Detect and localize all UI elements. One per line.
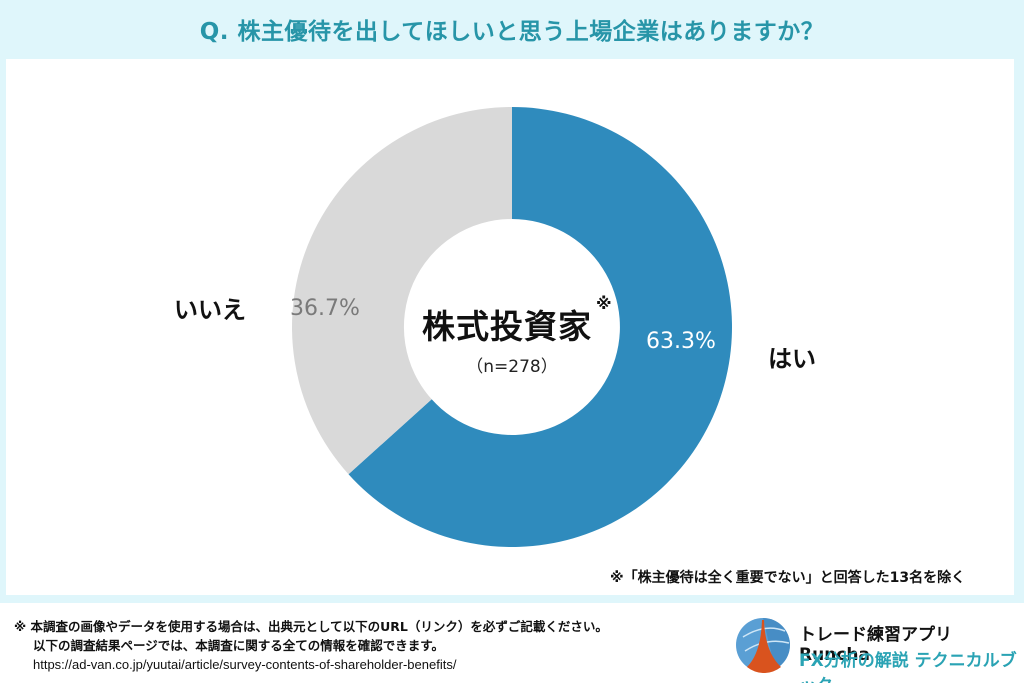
pct-no: 36.7% [290, 296, 360, 321]
chart-footnote: ※「株主優待は全く重要でない」と回答した13名を除く [610, 570, 966, 586]
pct-yes: 63.3% [646, 329, 716, 354]
center-title: 株式投資家 [422, 307, 592, 346]
chart-title: Q. 株主優待を出してほしいと思う上場企業はありますか？ [199, 19, 825, 45]
sample-size: （n=278） [466, 357, 558, 377]
label-no: いいえ [174, 296, 246, 324]
usage-notice-line2: 以下の調査結果ページでは、本調査に関する全ての情報を確認できます。 [33, 638, 445, 653]
usage-notice: ※ 本調査の画像やデータを使用する場合は、出典元として以下のURL（リンク）を必… [14, 617, 608, 674]
brand-tagline: FX分析の解説 テクニカルブック [799, 651, 1017, 683]
brand-app-name: トレード練習アプリ Runcha [799, 625, 952, 665]
slice-no [291, 107, 512, 475]
runcha-logo-icon [736, 618, 790, 673]
center-title-footnote-mark: ※ [596, 294, 612, 313]
usage-notice-line1: ※ 本調査の画像やデータを使用する場合は、出典元として以下のURL（リンク）を必… [14, 619, 608, 634]
slice-yes [348, 107, 732, 548]
source-url-link[interactable]: https://ad-van.co.jp/yuutai/article/surv… [33, 657, 457, 672]
label-yes: はい [768, 345, 816, 373]
